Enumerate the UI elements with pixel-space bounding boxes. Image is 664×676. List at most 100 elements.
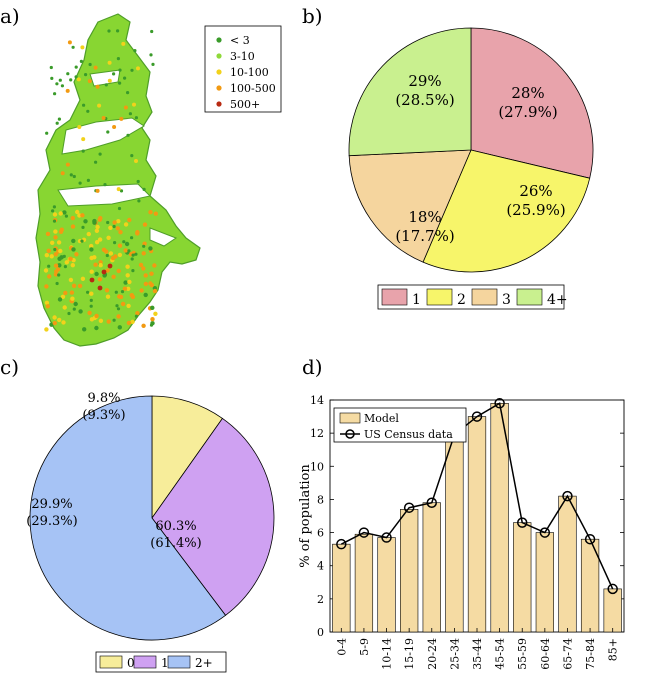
map-dot — [88, 62, 92, 67]
map-dot — [126, 91, 130, 95]
x-tick-label: 10-14 — [381, 638, 394, 670]
map-dot — [135, 231, 140, 236]
map-region — [35, 13, 201, 347]
map-dot — [126, 320, 132, 326]
map-dot — [148, 210, 153, 215]
map-dot — [80, 239, 84, 243]
map-dot — [95, 224, 100, 230]
map-dot — [80, 276, 86, 281]
pie-chart-b: 29%(28.5%) 28%(27.9%) 18%(17.7%) 26%(25.9%) — [348, 27, 594, 273]
map-dot — [43, 268, 49, 273]
map-dot — [77, 125, 82, 129]
map-dot — [82, 327, 87, 332]
map-dot — [130, 68, 134, 72]
map-dot — [89, 247, 94, 252]
pie-slice — [348, 27, 472, 157]
map-dot — [64, 260, 70, 265]
x-tick-label: 15-19 — [403, 638, 416, 670]
map-dot — [52, 212, 58, 217]
map-dot — [89, 304, 93, 308]
map-legend: < 3 3-10 10-100 100-500 500+ — [204, 25, 282, 113]
pie-slice — [348, 149, 472, 263]
x-tick-label: 20-24 — [426, 638, 439, 670]
map-dot — [98, 263, 103, 268]
map-dot — [117, 206, 122, 211]
map-dot — [149, 271, 154, 276]
map-gap — [149, 227, 178, 247]
map-dot — [68, 256, 73, 261]
map-dot — [49, 65, 53, 70]
x-tick-label: 25-34 — [448, 638, 461, 670]
map-dot — [54, 269, 59, 274]
bar-legend-swatch — [339, 412, 361, 424]
census-line — [340, 402, 614, 590]
bar — [377, 537, 396, 633]
map-dot — [106, 319, 111, 324]
map-dot — [70, 296, 75, 301]
map-dot — [89, 277, 95, 283]
pie-legend-b: 1 2 3 4+ — [377, 284, 568, 310]
x-tick-label: 65-74 — [561, 638, 574, 670]
map-dot — [130, 257, 134, 261]
map-dot — [152, 263, 157, 268]
pie-slice — [29, 395, 227, 641]
map-dot — [152, 288, 158, 294]
map-legend-label: 100-500 — [230, 82, 276, 95]
map-dot — [89, 243, 94, 249]
map-dot — [120, 290, 125, 294]
map-dot — [92, 218, 97, 224]
pie-slice-sublabel: (61.4%) — [150, 536, 201, 551]
map-dot — [60, 84, 64, 88]
panel-label-d: d) — [302, 355, 323, 379]
map-dot — [94, 313, 99, 319]
map-dot — [59, 255, 64, 260]
map-dot — [94, 228, 100, 233]
map-dot — [95, 188, 100, 193]
x-tick-label: 55-59 — [516, 638, 529, 670]
map-dot — [118, 68, 122, 72]
census-point — [539, 527, 551, 538]
map-dot — [71, 247, 76, 252]
map-dot — [142, 222, 148, 227]
map-dot — [51, 209, 55, 213]
map-dot — [113, 241, 117, 245]
map-dot — [103, 183, 107, 187]
map-dot — [150, 305, 155, 310]
map-dot — [62, 210, 67, 215]
pie-legend-swatch — [381, 288, 408, 306]
map-dot — [58, 248, 63, 254]
map-dot — [104, 288, 110, 293]
pie-slice-sublabel: (28.5%) — [395, 91, 454, 109]
bar — [354, 533, 374, 633]
map-gap — [57, 183, 152, 207]
map-dot — [57, 273, 61, 277]
map-dot — [135, 311, 140, 316]
pie-legend-label: 1 — [412, 292, 421, 308]
map-dot — [55, 121, 59, 125]
map-dot — [125, 264, 130, 269]
pie-slice — [151, 417, 275, 616]
map-dot — [71, 238, 76, 244]
map-dot — [123, 248, 128, 253]
map-dot — [66, 72, 70, 76]
map-dot — [116, 307, 121, 311]
pie-legend-c: 0 1 2+ — [95, 651, 227, 673]
pie-legend-label: 4+ — [547, 292, 568, 308]
map-dot — [137, 199, 141, 203]
map-dot — [89, 269, 94, 274]
map-dot — [74, 65, 78, 69]
y-tick-label: 12 — [310, 427, 324, 440]
map-dot — [87, 79, 92, 84]
map-dot — [94, 325, 99, 331]
map-dot — [118, 81, 122, 85]
map-dot — [56, 240, 62, 245]
map-dot — [70, 215, 76, 221]
map-dot — [71, 45, 75, 49]
bar — [445, 434, 464, 633]
map-dot — [89, 291, 94, 296]
map-dot — [131, 269, 135, 273]
census-point — [426, 497, 438, 508]
panel-label-c: c) — [0, 355, 20, 379]
map-dot — [127, 279, 132, 285]
map-dot — [53, 263, 59, 268]
